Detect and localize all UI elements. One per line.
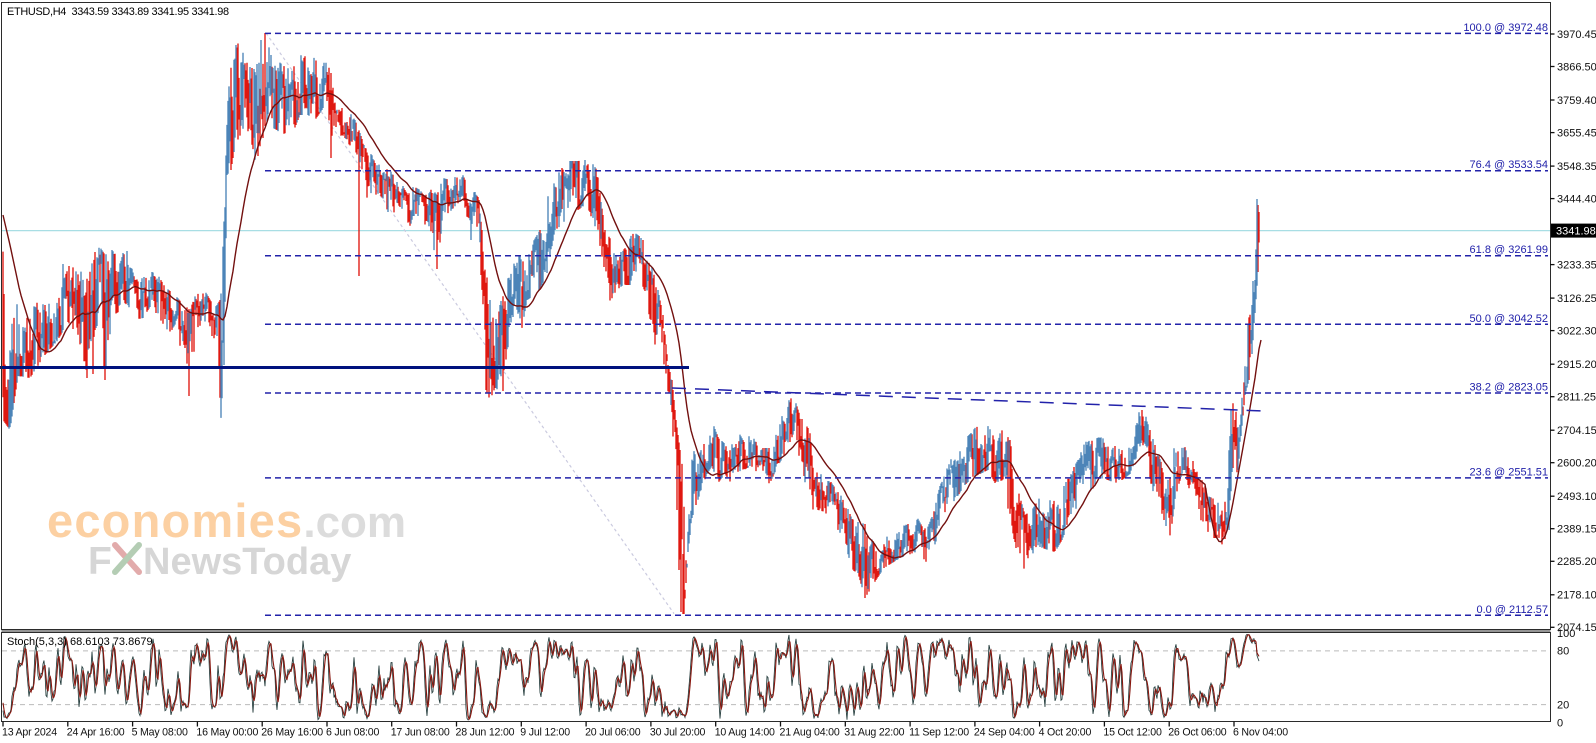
- svg-text:76.4 @ 3533.54: 76.4 @ 3533.54: [1470, 159, 1548, 171]
- svg-text:80: 80: [1557, 646, 1569, 658]
- svg-text:4 Oct 20:00: 4 Oct 20:00: [1039, 727, 1092, 739]
- svg-text:economies.com: economies.com: [47, 494, 406, 547]
- svg-text:31 Aug 22:00: 31 Aug 22:00: [844, 727, 904, 739]
- svg-text:28 Jun 12:00: 28 Jun 12:00: [456, 727, 515, 739]
- svg-text:2285.20: 2285.20: [1557, 556, 1596, 568]
- svg-text:3126.25: 3126.25: [1557, 293, 1596, 305]
- svg-text:100.0 @ 3972.48: 100.0 @ 3972.48: [1463, 22, 1548, 34]
- svg-text:0.0 @ 2112.57: 0.0 @ 2112.57: [1476, 604, 1548, 616]
- svg-text:2493.10: 2493.10: [1557, 491, 1596, 503]
- svg-text:3233.35: 3233.35: [1557, 259, 1596, 271]
- svg-text:13 Apr 2024: 13 Apr 2024: [2, 727, 57, 739]
- svg-text:3022.30: 3022.30: [1557, 325, 1596, 337]
- svg-text:3866.50: 3866.50: [1557, 61, 1596, 73]
- svg-text:61.8 @ 3261.99: 61.8 @ 3261.99: [1470, 244, 1548, 256]
- svg-text:3970.45: 3970.45: [1557, 29, 1596, 41]
- svg-text:16 May 00:00: 16 May 00:00: [196, 727, 258, 739]
- svg-text:2178.10: 2178.10: [1557, 590, 1596, 602]
- svg-text:3548.35: 3548.35: [1557, 161, 1596, 173]
- svg-text:2704.15: 2704.15: [1557, 425, 1596, 437]
- svg-text:2600.20: 2600.20: [1557, 458, 1596, 470]
- svg-text:NewsToday: NewsToday: [143, 541, 351, 583]
- svg-text:26 May 16:00: 26 May 16:00: [261, 727, 323, 739]
- svg-text:38.2 @ 2823.05: 38.2 @ 2823.05: [1470, 382, 1548, 394]
- svg-text:3444.40: 3444.40: [1557, 193, 1596, 205]
- svg-text:20: 20: [1557, 699, 1569, 711]
- svg-text:2074.15: 2074.15: [1557, 622, 1596, 634]
- svg-text:24 Apr 16:00: 24 Apr 16:00: [67, 727, 125, 739]
- svg-text:6 Jun 08:00: 6 Jun 08:00: [326, 727, 379, 739]
- svg-text:2811.25: 2811.25: [1557, 392, 1596, 404]
- svg-text:20 Jul 06:00: 20 Jul 06:00: [585, 727, 641, 739]
- svg-text:23.6 @ 2551.51: 23.6 @ 2551.51: [1470, 466, 1548, 478]
- svg-text:11 Sep 12:00: 11 Sep 12:00: [909, 727, 969, 739]
- svg-text:24 Sep 04:00: 24 Sep 04:00: [974, 727, 1035, 739]
- svg-text:21 Aug 04:00: 21 Aug 04:00: [780, 727, 840, 739]
- svg-text:Stoch(5,3,3) 68.6103 73.8679: Stoch(5,3,3) 68.6103 73.8679: [7, 636, 153, 648]
- svg-text:26 Oct 06:00: 26 Oct 06:00: [1168, 727, 1227, 739]
- svg-text:3759.40: 3759.40: [1557, 95, 1596, 107]
- svg-text:15 Oct 12:00: 15 Oct 12:00: [1103, 727, 1162, 739]
- svg-text:50.0 @ 3042.52: 50.0 @ 3042.52: [1470, 313, 1548, 325]
- svg-text:9 Jul 12:00: 9 Jul 12:00: [520, 727, 570, 739]
- svg-text:ETHUSD,H4 3343.59 3343.89 334: ETHUSD,H4 3343.59 3343.89 3341.95 3341.9…: [7, 6, 229, 18]
- svg-text:3341.98: 3341.98: [1556, 226, 1596, 238]
- svg-text:5 May 08:00: 5 May 08:00: [132, 727, 188, 739]
- svg-text:0: 0: [1557, 717, 1563, 729]
- svg-text:3655.45: 3655.45: [1557, 127, 1596, 139]
- svg-text:F: F: [88, 540, 112, 583]
- svg-text:6 Nov 04:00: 6 Nov 04:00: [1233, 727, 1288, 739]
- svg-text:17 Jun 08:00: 17 Jun 08:00: [391, 727, 450, 739]
- svg-text:30 Jul 20:00: 30 Jul 20:00: [650, 727, 706, 739]
- svg-text:2915.20: 2915.20: [1557, 359, 1596, 371]
- svg-text:100: 100: [1557, 628, 1575, 640]
- svg-text:10 Aug 14:00: 10 Aug 14:00: [715, 727, 775, 739]
- svg-text:2389.15: 2389.15: [1557, 524, 1596, 536]
